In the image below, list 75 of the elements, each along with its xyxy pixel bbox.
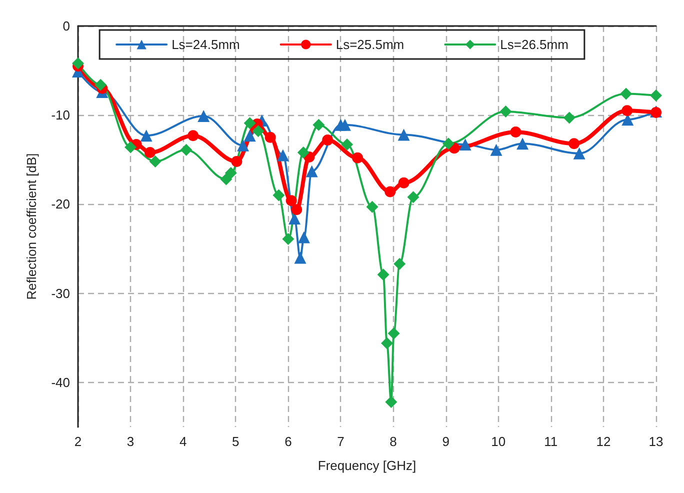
- point: [149, 155, 162, 168]
- point: [264, 132, 276, 143]
- point: [140, 130, 152, 142]
- y-tick-label: -30: [51, 286, 70, 301]
- x-tick-label: 5: [232, 434, 240, 449]
- point: [398, 177, 410, 188]
- point: [180, 144, 192, 156]
- point: [294, 252, 306, 264]
- point: [244, 130, 256, 142]
- point: [236, 139, 249, 152]
- point: [622, 105, 633, 116]
- point: [510, 126, 522, 138]
- point: [198, 110, 210, 122]
- y-tick-label: -20: [51, 196, 70, 212]
- point: [306, 165, 318, 178]
- x-tick-label: 12: [596, 434, 611, 449]
- point: [220, 173, 232, 186]
- x-tick-label: 10: [491, 434, 506, 449]
- point: [124, 141, 137, 154]
- point: [144, 147, 156, 158]
- point: [620, 88, 632, 100]
- point: [377, 268, 390, 281]
- point: [407, 191, 420, 204]
- x-tick-label: 9: [442, 434, 450, 449]
- point: [244, 117, 256, 130]
- point: [459, 138, 472, 151]
- point: [291, 204, 302, 216]
- x-tick-label: 8: [390, 434, 397, 449]
- x-axis-title: Frequency [GHz]: [318, 458, 416, 473]
- point: [224, 167, 237, 180]
- point: [276, 149, 289, 162]
- point: [568, 138, 580, 150]
- y-tick-label: -40: [51, 374, 70, 390]
- legend-label: Ls=24.5mm: [172, 37, 240, 52]
- point: [322, 134, 334, 146]
- point: [341, 138, 354, 151]
- point: [94, 78, 107, 91]
- legend-label: Ls=26.5mm: [500, 37, 568, 52]
- point: [394, 258, 406, 270]
- point: [442, 138, 454, 150]
- point: [500, 106, 512, 118]
- point: [188, 130, 199, 142]
- legend-label: Ls=25.5mm: [336, 37, 404, 52]
- point: [338, 118, 351, 131]
- point: [563, 112, 576, 124]
- point: [388, 327, 400, 340]
- point: [398, 128, 410, 141]
- point: [297, 146, 310, 159]
- x-tick-label: 13: [648, 434, 664, 449]
- point: [352, 152, 364, 164]
- x-tick-label: 11: [544, 434, 558, 449]
- point: [366, 200, 378, 213]
- point: [231, 156, 242, 167]
- x-tick-label: 7: [337, 434, 344, 449]
- point: [380, 337, 393, 350]
- point: [385, 396, 398, 408]
- x-tick-label: 2: [74, 434, 82, 449]
- point: [72, 57, 84, 70]
- point: [312, 118, 325, 131]
- y-tick-label: -10: [51, 108, 70, 123]
- x-tick-label: 3: [126, 434, 134, 449]
- point: [384, 186, 396, 198]
- point: [282, 232, 294, 245]
- y-tick-label: 0: [62, 18, 70, 34]
- x-tick-label: 6: [284, 434, 292, 449]
- point: [252, 125, 264, 138]
- point: [286, 195, 297, 206]
- point: [490, 144, 502, 156]
- y-axis-title: Reflection coefficient [dB]: [24, 153, 39, 300]
- point: [272, 189, 285, 202]
- point: [516, 138, 529, 150]
- point: [573, 147, 586, 160]
- point: [298, 231, 310, 244]
- x-tick-label: 4: [179, 434, 187, 449]
- point: [650, 90, 662, 102]
